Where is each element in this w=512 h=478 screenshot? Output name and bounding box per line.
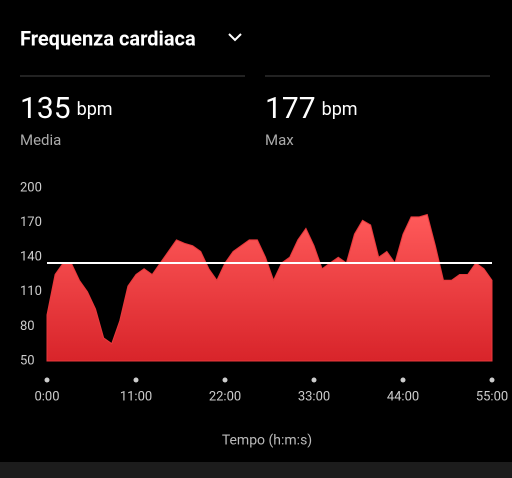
stat: 135 bpm bbox=[20, 91, 113, 126]
stat-unit: bpm bbox=[77, 99, 113, 120]
stat-unit: bpm bbox=[322, 99, 358, 120]
y-tick-label: 50 bbox=[20, 353, 35, 368]
x-tick-dot bbox=[311, 377, 317, 383]
x-tick-dot bbox=[222, 377, 228, 383]
y-tick-label: 80 bbox=[20, 319, 35, 334]
x-axis-label: Tempo (h:m:s) bbox=[222, 433, 312, 449]
bottom-bar bbox=[0, 462, 512, 478]
stat-value: 177 bbox=[265, 91, 316, 126]
x-tick-dot bbox=[44, 377, 50, 383]
stat-label: Max bbox=[265, 131, 294, 149]
x-tick-label: 33:00 bbox=[298, 389, 330, 404]
title: Frequenza cardiaca bbox=[20, 26, 196, 50]
x-tick-label: 22:00 bbox=[209, 389, 241, 404]
y-tick-label: 170 bbox=[20, 215, 42, 230]
x-tick-dot bbox=[133, 377, 139, 383]
x-tick-label: 44:00 bbox=[387, 389, 419, 404]
dropdown-chevron[interactable] bbox=[228, 33, 242, 42]
y-tick-label: 140 bbox=[20, 250, 42, 265]
area bbox=[46, 213, 493, 362]
y-tick-label: 200 bbox=[20, 180, 42, 195]
x-tick-label: 55:00 bbox=[476, 389, 508, 404]
x-tick-dot bbox=[489, 377, 495, 383]
x-tick-dot bbox=[400, 377, 406, 383]
x-tick-label: 11:00 bbox=[120, 389, 152, 404]
plot: 50 80 110 140 170 200 0:00 11:00 22:00 33:00 44:00… bbox=[20, 180, 508, 404]
x-tick-label: 0:00 bbox=[34, 389, 59, 404]
stat-label: Media bbox=[20, 131, 61, 149]
stat-value: 135 bbox=[20, 91, 71, 126]
y-tick-label: 110 bbox=[20, 284, 42, 299]
stat: 177 bpm bbox=[265, 91, 358, 126]
